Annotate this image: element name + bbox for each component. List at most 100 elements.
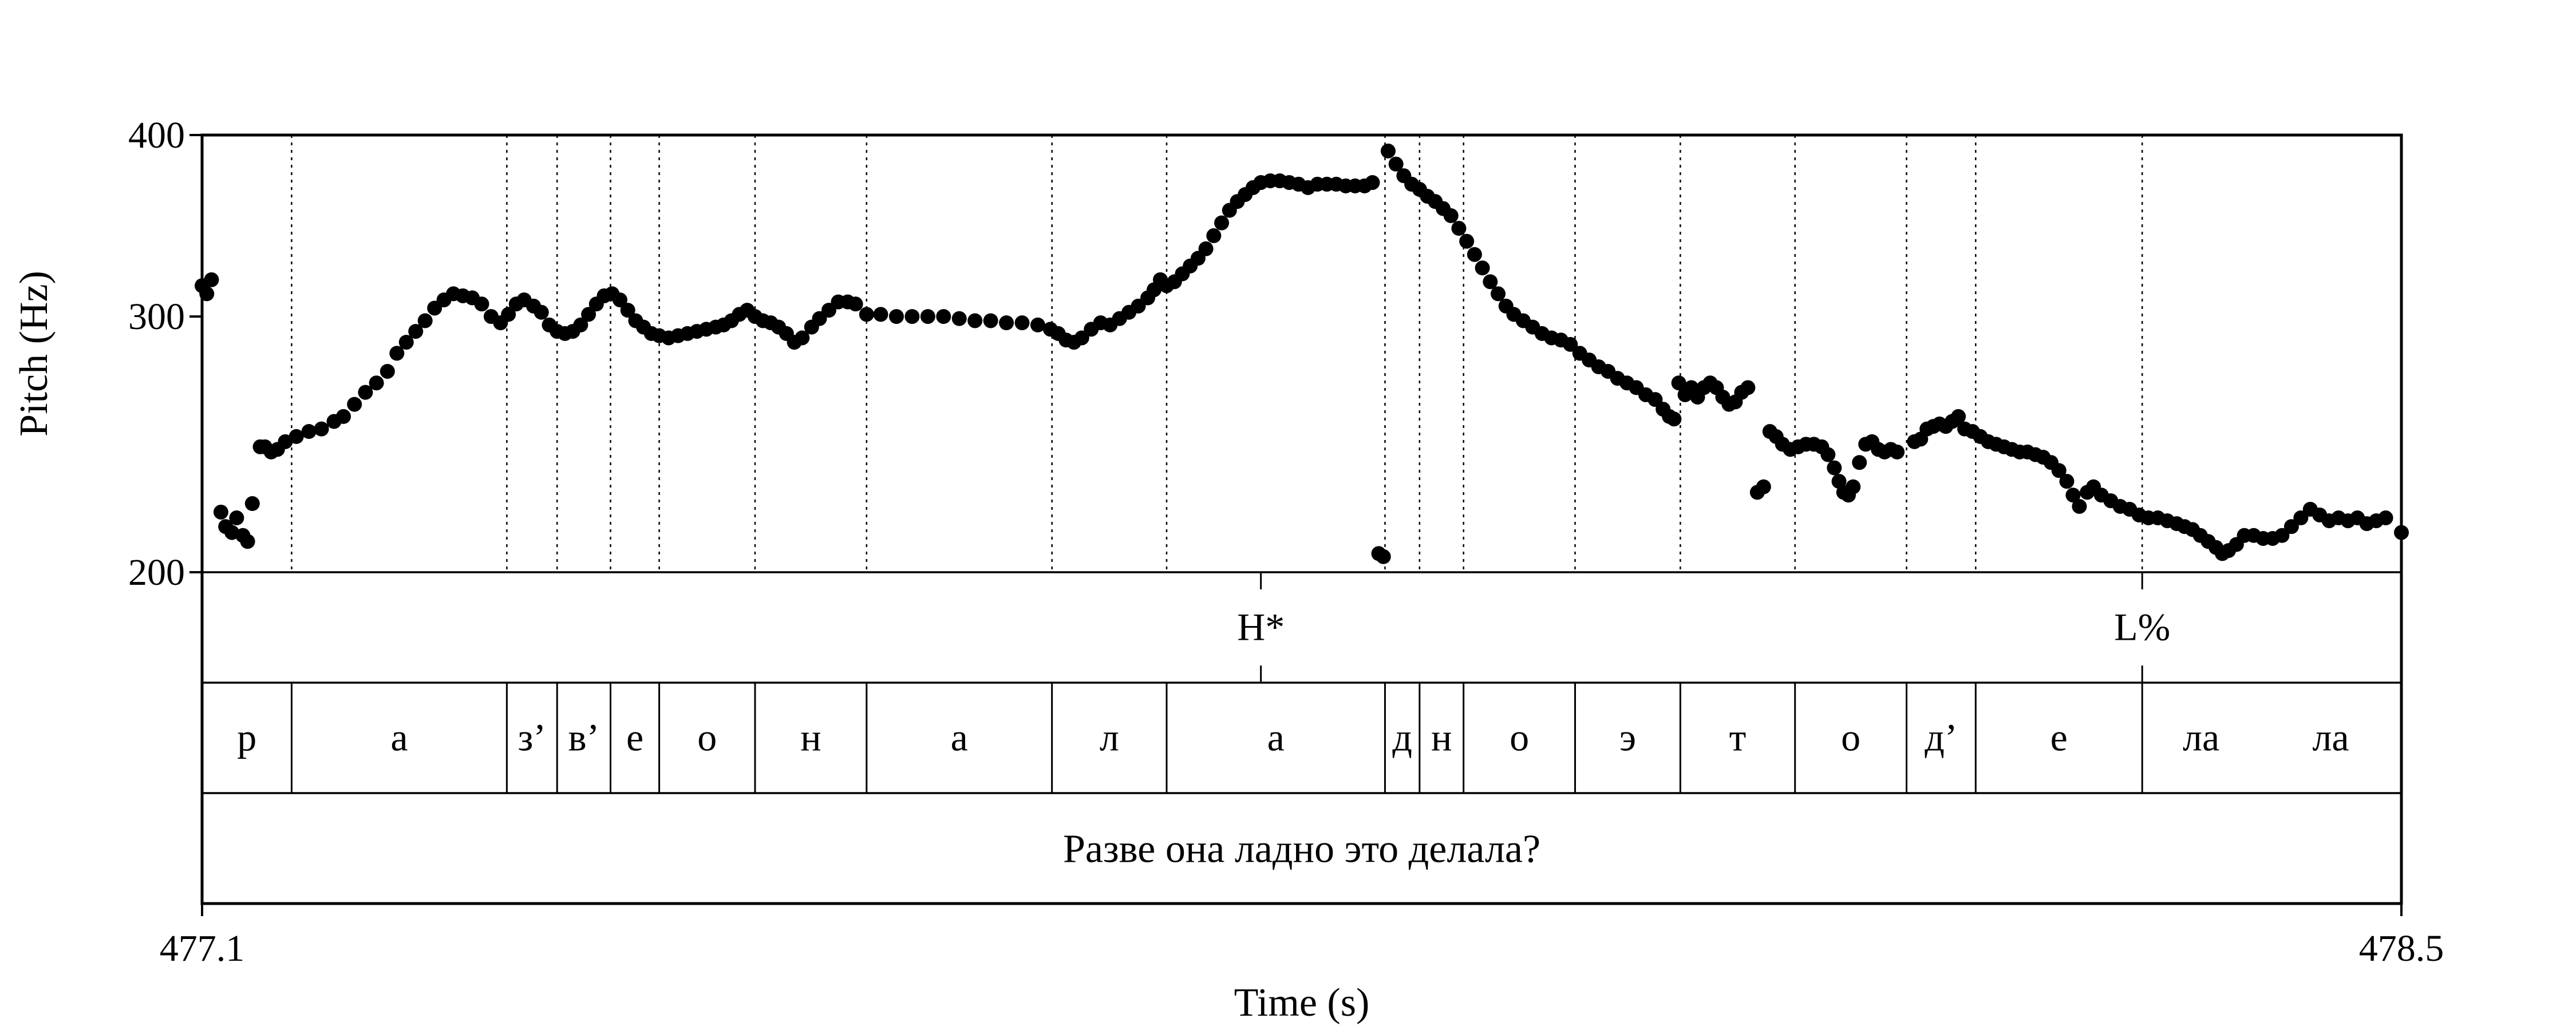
y-tick-label: 300 [128,296,185,338]
pitch-point [1451,221,1467,236]
segment-label: о [697,716,717,759]
pitch-point [888,309,904,324]
segment-label: р [237,716,256,759]
pitch-point [474,296,489,312]
segment-label: д’ [1925,716,1957,759]
pitch-point [314,421,329,437]
pitch-point [2274,528,2290,543]
x-tick-label: 478.5 [2359,928,2444,969]
pitch-point [1846,479,1861,494]
segment-label: ла [2183,716,2219,759]
segment-label: а [390,716,408,759]
pitch-point [1666,411,1682,427]
pitch-point [2283,519,2299,534]
segment-label: а [1267,716,1285,759]
pitch-point [380,363,395,379]
segment-label: э [1619,716,1636,759]
pitch-point [1671,375,1686,391]
segment-label: н [1431,716,1452,759]
pitch-point [204,272,219,287]
pitch-point [581,307,596,322]
pitch-point [967,313,983,328]
segment-label: з’ [518,716,547,759]
segment-label: е [626,716,643,759]
pitch-point [2072,498,2087,514]
pitch-point [1491,286,1506,302]
pitch-point [2065,488,2081,503]
tone-label: H* [1237,605,1285,649]
pitch-point [2051,463,2067,478]
segment-label: д [1392,716,1412,759]
pitch-point [873,307,888,322]
pitch-point [335,409,351,424]
pitch-point [1365,175,1380,190]
pitch-point [1740,380,1756,395]
figure-frame [189,133,2403,916]
pitch-point [1756,479,1771,494]
pitch-point [417,313,433,328]
pitch-point [573,317,588,332]
pitch-point [999,315,1014,331]
sentence-label: Разве она ладно это делала? [1063,827,1540,871]
pitch-point [1890,444,1905,459]
pitch-point [983,313,998,328]
x-tick-label: 477.1 [160,928,245,969]
y-tick-label: 400 [128,114,185,156]
pitch-point [358,385,373,400]
pitch-point [1214,215,1230,231]
pitch-point [1206,228,1222,243]
segment-label: а [951,716,968,759]
pitch-point [859,307,874,322]
segment-label: в’ [568,716,599,759]
segment-label: е [2050,716,2068,759]
pitch-point [2293,510,2309,526]
pitch-point [229,510,244,526]
pitch-point [301,424,317,439]
segment-boundaries [290,135,2143,793]
pitch-point [389,346,405,361]
pitch-point [1014,315,1030,331]
y-axis-title: Pitch (Hz) [12,271,56,437]
pitch-point [1852,455,1867,470]
pitch-point [1951,409,1966,424]
pitch-point [1443,208,1459,223]
pitch-point [408,324,424,339]
x-axis-title: Time (s) [1234,981,1370,1025]
y-tick-label: 200 [128,552,185,593]
segment-label: о [1510,716,1529,759]
pitch-point [1388,156,1404,172]
pitch-point [1827,460,1842,476]
pitch-point [1820,447,1836,462]
segment-label: л [1100,716,1119,759]
pitch-point [795,330,810,346]
pitch-point [534,304,549,320]
pitch-points [195,143,2409,564]
plot-frame [200,133,2403,905]
segment-label: т [1729,716,1747,759]
pitch-point [1376,549,1391,564]
pitch-point [1380,143,1396,159]
pitch-point [920,309,935,324]
pitch-point [369,375,384,391]
pitch-point [1198,241,1214,256]
pitch-point [347,397,362,412]
pitch-point [904,309,920,324]
pitch-point [1030,317,1045,332]
pitch-point [240,534,255,549]
pitch-point [1475,260,1490,276]
pitch-point [1074,330,1089,346]
pitch-point [951,311,967,326]
figure-labels: 200 300 400 477.1 478.5 Time (s) Pitch (Hz) H* L… [12,114,2444,1025]
pitch-point [848,296,863,312]
pitch-point [620,303,635,318]
tone-label: L% [2114,605,2170,649]
pitch-point [244,496,260,512]
pitch-point [1563,336,1578,352]
pitch-point [936,309,951,324]
pitch-point [612,292,627,308]
segment-label: н [800,716,821,759]
pitch-point [1459,233,1475,249]
pitch-point [289,429,304,444]
pitch-point [1467,247,1482,262]
